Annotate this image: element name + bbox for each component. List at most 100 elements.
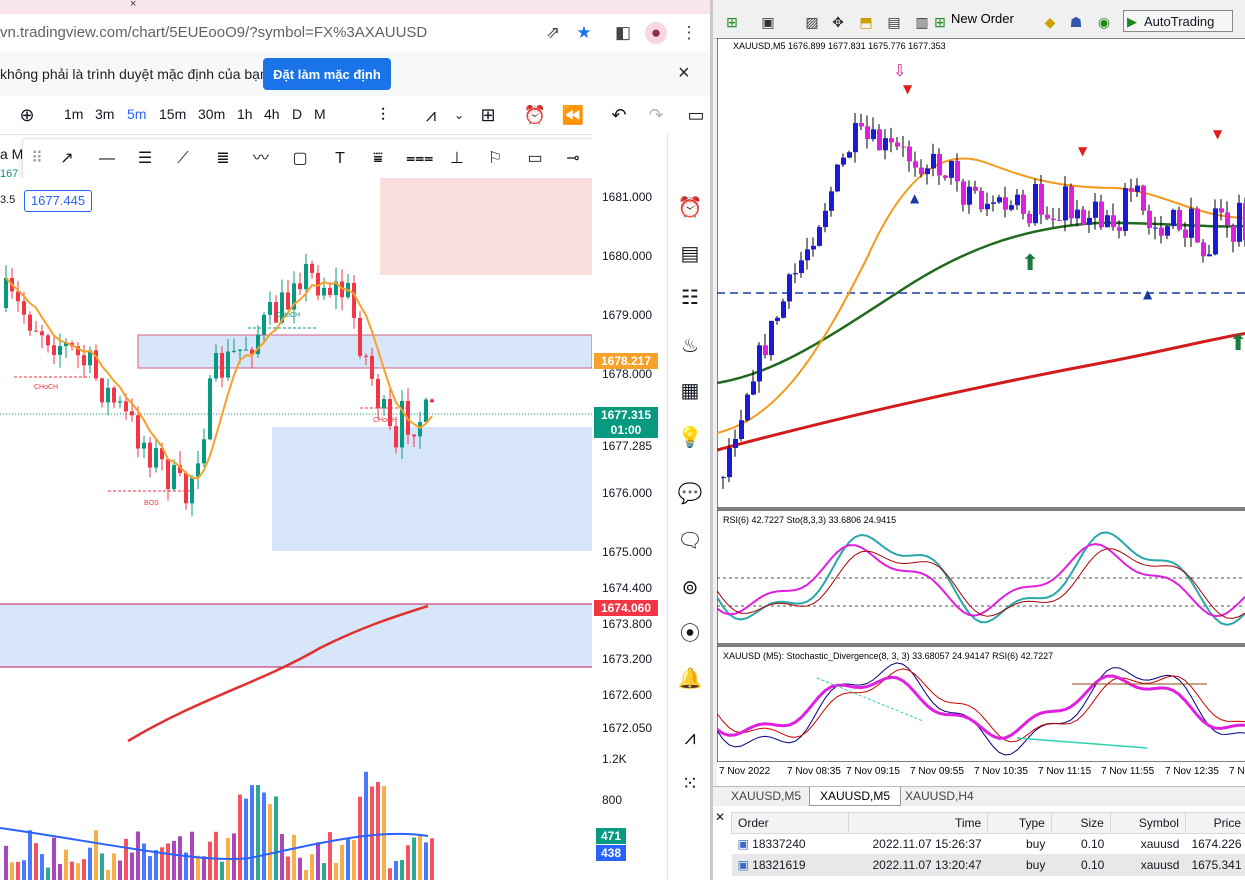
tv-chart-canvas[interactable] [0, 178, 592, 880]
chart-tab-3[interactable]: XAUUSD,H4 [905, 789, 974, 803]
navigator-icon[interactable]: ✥ [832, 14, 844, 30]
chart-tab-2[interactable]: XAUUSD,M5 [809, 787, 902, 806]
address-bar[interactable]: vn.tradingview.com/chart/5EUEooO9/?symbo… [0, 14, 710, 52]
table-row[interactable]: ▣ 18337240 2022.11.07 15:26:37 buy 0.10 … [731, 833, 1245, 855]
col-time[interactable]: Time [847, 812, 989, 834]
replay-icon[interactable]: ⏪ [561, 105, 585, 125]
volume-bar [208, 841, 212, 880]
signals-icon[interactable]: ☗ [1069, 14, 1083, 30]
metaeditor-icon[interactable]: ◆ [1044, 14, 1056, 30]
market-watch-icon[interactable]: ▨ [805, 14, 819, 30]
add-symbol-icon[interactable]: ⊕ [19, 105, 35, 125]
undo-icon[interactable]: ↶ [611, 105, 627, 125]
redo-icon[interactable]: ↷ [648, 105, 664, 125]
volume-bar [292, 834, 296, 880]
close-infobar-icon[interactable]: × [678, 62, 690, 84]
fib-icon[interactable]: ≣ [216, 150, 230, 167]
url-text[interactable]: vn.tradingview.com/chart/5EUEooO9/?symbo… [0, 24, 428, 41]
alert-clock-icon[interactable]: ⏰ [523, 105, 547, 125]
col-price[interactable]: Price [1184, 812, 1245, 834]
profile-avatar-icon[interactable]: ● [645, 22, 667, 44]
messages-icon[interactable]: 🗨 [677, 530, 703, 552]
candle-body [184, 473, 188, 504]
bookmark-star-icon[interactable]: ★ [576, 23, 592, 42]
tf-30m[interactable]: 30m [198, 106, 226, 122]
price-tick: 1674.400 [602, 581, 653, 595]
autotrading-button[interactable]: ▶ AutoTrading [1123, 10, 1233, 32]
tf-15m[interactable]: 15m [159, 106, 187, 122]
drag-handle-icon[interactable]: ⠿ [31, 150, 43, 167]
text-icon[interactable]: T [335, 150, 345, 167]
col-size[interactable]: Size [1050, 812, 1111, 834]
col-symbol[interactable]: Symbol [1109, 812, 1186, 834]
tf-d[interactable]: D [292, 106, 303, 122]
table-row[interactable]: ▣ 18321619 2022.11.07 13:20:47 buy 0.10 … [731, 854, 1245, 876]
fullscreen-icon[interactable]: ▭ [687, 105, 705, 125]
volume-bar [430, 838, 434, 880]
data-window-icon[interactable]: ⬒ [859, 14, 873, 30]
time-label: 7 No [1229, 766, 1245, 777]
menu-kebab-icon[interactable]: ⋮ [680, 23, 698, 42]
trendline-icon[interactable]: ↗ [60, 150, 74, 167]
price-line-icon[interactable]: ⊸ [566, 150, 580, 167]
market-icon[interactable]: ◉ [1097, 14, 1111, 30]
sidepanel-icon[interactable]: ◧ [614, 23, 632, 42]
trading-panel-icon[interactable]: ⩘ [684, 727, 696, 749]
indicators-icon[interactable]: ⩘ [425, 105, 437, 125]
col-order[interactable]: Order [731, 812, 849, 834]
mt4-chart-pane[interactable]: ▼ ▼ ▼ ▲ ▲ ⬆ ⬆ ⇩ XAUUSD,M5 1676.899 1677.831 167… [717, 38, 1245, 786]
measure-icon[interactable]: ⊥ [450, 150, 464, 167]
price-tick: 1672.600 [602, 688, 653, 702]
mt4-chart-canvas[interactable]: ▼ ▼ ▼ ▲ ▲ ⬆ ⬆ ⇩ [717, 38, 1245, 762]
flag-icon[interactable]: ⚐ [487, 150, 503, 167]
layout-grid-icon[interactable]: ⊞ [480, 105, 496, 125]
pattern-icon[interactable]: ⩸ [373, 150, 383, 167]
fib-retracement-icon[interactable]: ⩶ [406, 150, 434, 167]
new-chart-icon[interactable]: ⊞ [726, 14, 738, 30]
new-order-icon[interactable]: ⊞ [934, 14, 946, 30]
tf-5m[interactable]: 5m [127, 106, 147, 122]
time-label: 7 Nov 08:35 [787, 766, 841, 777]
set-default-button[interactable]: Đặt làm mặc định [263, 58, 391, 90]
calendar-icon[interactable]: ▦ [680, 380, 700, 402]
price-axis[interactable]: 1681.000 1680.000 1679.000 1678.000 1677… [592, 134, 667, 880]
chats-icon[interactable]: 💬 [677, 483, 703, 505]
share-icon[interactable]: ⇗ [545, 23, 561, 42]
broadcast-icon[interactable]: ⦿ [680, 623, 700, 645]
callout-icon[interactable]: ▭ [527, 150, 543, 167]
watchlist-icon[interactable]: ▤ [680, 243, 700, 265]
notifications-bell-icon[interactable]: 🔔 [677, 668, 703, 690]
candle-body [316, 272, 320, 296]
candle-type-icon[interactable]: ⫶ [380, 105, 386, 125]
terminal-close-icon[interactable]: ✕ [715, 810, 726, 824]
rectangle-icon[interactable]: ▢ [292, 150, 308, 167]
volume-bar [16, 861, 20, 880]
more-dots-icon[interactable]: ⁙ [681, 773, 699, 795]
tf-m[interactable]: M [314, 106, 326, 122]
dropdown-chevron-icon[interactable]: ⌄ [453, 108, 465, 122]
terminal-icon[interactable]: ▤ [887, 14, 901, 30]
mt4-candle-body [727, 448, 732, 478]
horizontal-line-icon[interactable]: — [99, 150, 115, 167]
parallel-channel-icon[interactable]: ☰ [137, 150, 153, 167]
ideas-bulb-icon[interactable]: 💡 [677, 427, 703, 449]
chart-tab-1[interactable]: XAUUSD,M5 [731, 789, 802, 803]
new-order-button[interactable]: New Order [951, 11, 1014, 26]
brush-icon[interactable]: 〰 [252, 150, 269, 167]
volume-bar [382, 786, 386, 880]
ray-icon[interactable]: ⟋ [177, 150, 189, 167]
hotlist-flame-icon[interactable]: ♨ [681, 335, 699, 357]
tv-chart-pane[interactable]: CHoCH CHoCH CHoCH BOS [0, 178, 592, 880]
add-list-icon[interactable]: ☷ [681, 287, 699, 309]
tester-icon[interactable]: ▥ [915, 14, 929, 30]
tf-3m[interactable]: 3m [95, 106, 115, 122]
streams-icon[interactable]: ⊚ [681, 577, 699, 599]
tf-4h[interactable]: 4h [264, 106, 280, 122]
price-input-box[interactable]: 1677.445 [24, 190, 92, 212]
profiles-icon[interactable]: ▣ [761, 14, 775, 30]
tf-1h[interactable]: 1h [237, 106, 253, 122]
tab-close-fragment[interactable]: × [130, 0, 137, 10]
alarm-clock-icon[interactable]: ⏰ [677, 197, 703, 219]
col-type[interactable]: Type [987, 812, 1052, 834]
tf-1m[interactable]: 1m [64, 106, 84, 122]
